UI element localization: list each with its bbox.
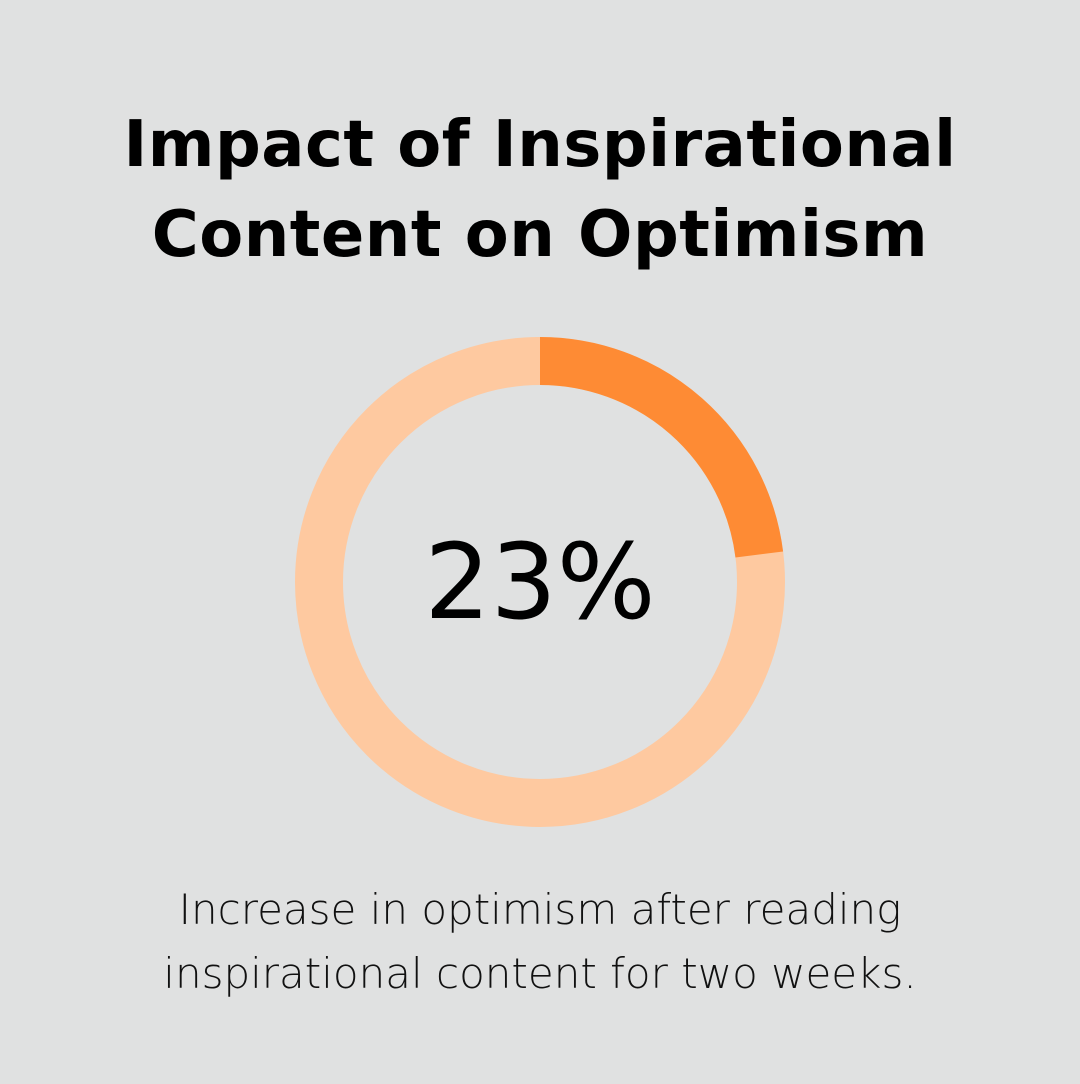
- chart-caption: Increase in optimism after reading inspi…: [0, 878, 1080, 1006]
- chart-title: Impact of Inspirational Content on Optim…: [0, 100, 1080, 280]
- caption-line-1: Increase in optimism after reading: [178, 885, 902, 934]
- chart-title-line-2: Content on Optimism: [151, 198, 929, 272]
- chart-title-line-1: Impact of Inspirational: [123, 108, 957, 182]
- donut-value-arc: [295, 337, 785, 827]
- donut-chart: [295, 337, 785, 827]
- center-percentage: 23%: [424, 521, 656, 643]
- caption-line-2: inspirational content for two weeks.: [163, 949, 917, 998]
